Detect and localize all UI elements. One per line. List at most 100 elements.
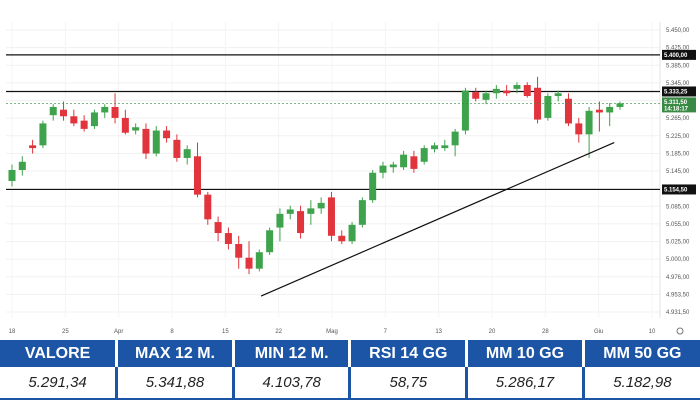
candlestick-chart-svg: 5.450,005.425,005.385,005.345,005.305,00… — [6, 22, 696, 335]
y-tick-label: 5.000,00 — [666, 257, 690, 263]
y-tick-label: 5.185,00 — [666, 151, 690, 157]
stat-value-valore: 5.291,34 — [0, 367, 119, 400]
candle-body — [18, 161, 26, 170]
candle-body — [348, 224, 356, 242]
candle-body — [327, 197, 335, 236]
trend-line — [260, 142, 615, 297]
candle-body — [564, 98, 572, 124]
x-tick-label: Mag — [326, 329, 338, 335]
candle-body — [431, 145, 439, 150]
candle-body — [492, 88, 500, 94]
level-badge — [662, 86, 696, 97]
candle-body — [39, 123, 47, 146]
candle-body — [410, 156, 418, 169]
candle-body — [358, 200, 366, 225]
stat-value-mm-50gg: 5.182,98 — [583, 367, 700, 400]
level-badge-label: 5.333,25 — [664, 89, 688, 95]
candle-body — [595, 109, 603, 113]
candle-body — [585, 110, 593, 135]
candle-body — [389, 164, 397, 168]
y-tick-label: 4.976,00 — [666, 275, 690, 281]
candle-body — [307, 208, 315, 214]
x-tick-label: 28 — [542, 329, 549, 335]
stat-header-rsi-14gg: RSI 14 GG — [349, 340, 469, 367]
level-badge-label: 5.154,50 — [664, 187, 688, 193]
x-tick-label: Giu — [594, 329, 603, 335]
candle-body — [544, 96, 552, 118]
stats-panel: VALORE MAX 12 M. MIN 12 M. RSI 14 GG MM … — [0, 340, 700, 400]
candle-body — [482, 93, 490, 100]
candle-body — [255, 252, 263, 269]
y-tick-label: 5.425,00 — [666, 46, 690, 52]
settings-gear-icon — [676, 327, 684, 335]
stat-value-min-12m: 4.103,78 — [233, 367, 352, 400]
stat-value-mm-10gg: 5.286,17 — [466, 367, 585, 400]
stat-header-min-12m: MIN 12 M. — [233, 340, 352, 367]
candle-body — [606, 106, 614, 113]
candle-body — [554, 93, 562, 96]
candle-body — [276, 213, 284, 228]
candle-body — [193, 156, 201, 195]
candle-body — [204, 194, 212, 220]
stat-value-rsi-14gg: 58,75 — [349, 367, 469, 400]
candle-body — [503, 90, 511, 94]
level-badge-label: 5.400,00 — [664, 53, 688, 59]
candle-body — [163, 130, 171, 139]
candle-body — [235, 244, 243, 258]
y-tick-label: 4.953,50 — [666, 292, 690, 298]
candle-body — [90, 112, 98, 127]
candle-body — [70, 116, 78, 124]
level-badge — [662, 49, 696, 60]
candle-body — [400, 154, 408, 168]
candle-body — [152, 130, 160, 154]
candle-body — [80, 120, 88, 129]
stat-header-max-12m: MAX 12 M. — [116, 340, 235, 367]
candle-body — [60, 109, 68, 117]
x-tick-label: 18 — [9, 329, 16, 335]
y-tick-label: 5.265,00 — [666, 116, 690, 122]
candle-body — [338, 235, 346, 242]
candle-body — [173, 139, 181, 158]
stats-table: VALORE MAX 12 M. MIN 12 M. RSI 14 GG MM … — [0, 340, 700, 400]
x-tick-label: 10 — [649, 329, 656, 335]
candle-body — [266, 230, 274, 253]
stat-header-mm-10gg: MM 10 GG — [466, 340, 585, 367]
candle-body — [451, 131, 459, 146]
candle-body — [111, 106, 119, 118]
candle-body — [472, 92, 480, 99]
stats-header-row: VALORE MAX 12 M. MIN 12 M. RSI 14 GG MM … — [0, 340, 700, 367]
candle-body — [8, 170, 16, 181]
candle-body — [575, 123, 583, 135]
candle-body — [101, 106, 109, 113]
y-tick-label: 5.025,00 — [666, 240, 690, 246]
y-tick-label: 5.345,00 — [666, 81, 690, 87]
candle-body — [441, 145, 449, 149]
x-tick-label: 8 — [170, 329, 174, 335]
candle-body — [49, 106, 57, 116]
x-tick-label: 13 — [435, 329, 442, 335]
candle-body — [420, 148, 428, 162]
candle-body — [317, 202, 325, 209]
candle-body — [616, 103, 624, 107]
candle-body — [142, 128, 150, 154]
x-tick-label: 25 — [62, 329, 69, 335]
candle-body — [29, 145, 37, 149]
x-tick-label: Apr — [114, 329, 123, 335]
last-price-label: 5.311,50 — [664, 100, 688, 106]
candle-body — [523, 85, 531, 96]
last-price-badge — [662, 97, 696, 113]
x-tick-label: 7 — [384, 329, 388, 335]
candle-body — [286, 209, 294, 214]
candle-body — [297, 211, 305, 234]
y-tick-label: 5.085,00 — [666, 204, 690, 210]
candle-body — [534, 87, 542, 120]
y-tick-label: 5.385,00 — [666, 63, 690, 69]
candle-body — [379, 165, 387, 173]
x-tick-label: 22 — [275, 329, 282, 335]
candle-body — [461, 90, 469, 131]
candle-body — [183, 149, 191, 158]
level-badge — [662, 184, 696, 195]
y-tick-label: 4.931,50 — [666, 310, 690, 316]
x-tick-label: 20 — [489, 329, 496, 335]
candle-body — [121, 117, 129, 133]
